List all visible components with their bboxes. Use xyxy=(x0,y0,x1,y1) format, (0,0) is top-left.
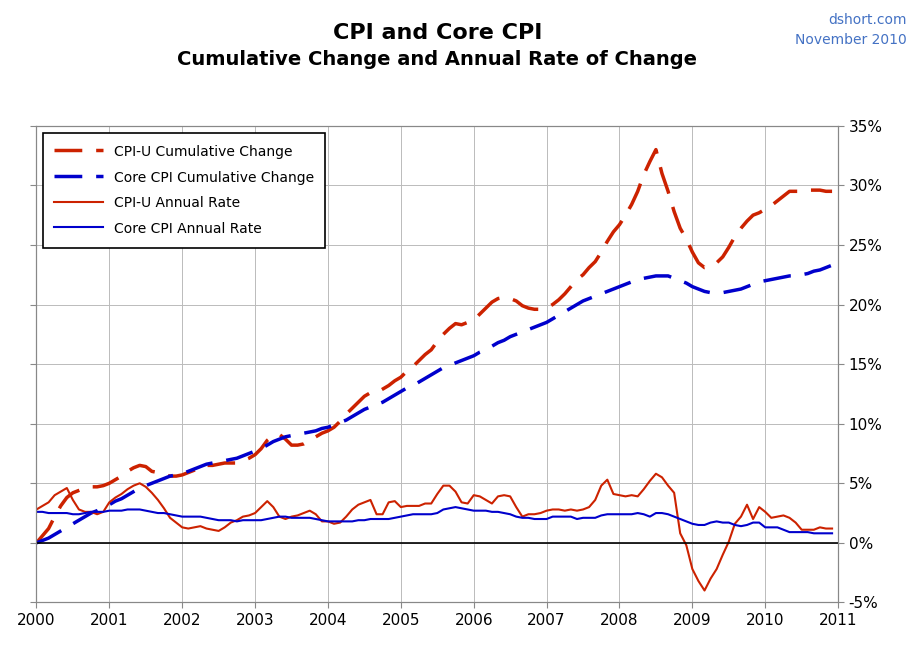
Core CPI Annual Rate xyxy=(298,514,309,522)
Line: Core CPI Annual Rate: Core CPI Annual Rate xyxy=(36,507,832,534)
CPI-U Cumulative Change xyxy=(826,187,837,195)
CPI-U Cumulative Change xyxy=(298,440,309,448)
Core CPI Cumulative Change xyxy=(97,503,108,511)
Text: November 2010: November 2010 xyxy=(794,33,906,47)
Core CPI Cumulative Change xyxy=(826,261,837,269)
CPI-U Annual Rate xyxy=(97,508,108,516)
Legend: CPI-U Cumulative Change, Core CPI Cumulative Change, CPI-U Annual Rate, Core CPI: CPI-U Cumulative Change, Core CPI Cumula… xyxy=(44,132,325,248)
CPI-U Cumulative Change xyxy=(128,464,139,472)
CPI-U Cumulative Change xyxy=(681,235,691,243)
Core CPI Annual Rate xyxy=(808,530,819,538)
CPI-U Annual Rate xyxy=(681,542,691,549)
CPI-U Annual Rate xyxy=(274,512,285,520)
CPI-U Annual Rate xyxy=(699,587,710,594)
Core CPI Cumulative Change xyxy=(675,277,686,285)
Text: dshort.com: dshort.com xyxy=(828,13,906,27)
CPI-U Annual Rate xyxy=(826,524,837,532)
Core CPI Annual Rate xyxy=(675,515,686,523)
Text: Cumulative Change and Annual Rate of Change: Cumulative Change and Annual Rate of Cha… xyxy=(178,50,697,69)
Line: CPI-U Annual Rate: CPI-U Annual Rate xyxy=(36,474,832,591)
Text: CPI and Core CPI: CPI and Core CPI xyxy=(333,23,542,43)
CPI-U Cumulative Change xyxy=(97,482,108,490)
Line: Core CPI Cumulative Change: Core CPI Cumulative Change xyxy=(36,265,832,543)
Core CPI Cumulative Change xyxy=(274,435,285,443)
Core CPI Annual Rate xyxy=(681,518,691,526)
CPI-U Annual Rate xyxy=(650,470,661,478)
CPI-U Annual Rate xyxy=(298,509,309,517)
Core CPI Annual Rate xyxy=(450,503,461,511)
CPI-U Annual Rate xyxy=(675,530,686,538)
CPI-U Cumulative Change xyxy=(274,430,285,438)
CPI-U Cumulative Change xyxy=(675,224,686,232)
Core CPI Cumulative Change xyxy=(669,274,680,282)
Core CPI Annual Rate xyxy=(128,506,139,514)
Core CPI Annual Rate xyxy=(97,508,108,516)
Core CPI Cumulative Change xyxy=(298,429,309,437)
CPI-U Cumulative Change xyxy=(31,539,42,547)
Line: CPI-U Cumulative Change: CPI-U Cumulative Change xyxy=(36,150,832,543)
CPI-U Cumulative Change xyxy=(650,146,661,154)
CPI-U Annual Rate xyxy=(31,506,42,514)
Core CPI Annual Rate xyxy=(31,508,42,516)
Core CPI Cumulative Change xyxy=(31,539,42,547)
Core CPI Annual Rate xyxy=(826,530,837,538)
Core CPI Annual Rate xyxy=(274,512,285,520)
CPI-U Annual Rate xyxy=(128,482,139,490)
Core CPI Cumulative Change xyxy=(128,488,139,496)
